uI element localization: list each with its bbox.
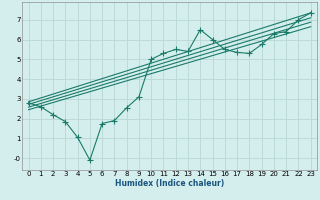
X-axis label: Humidex (Indice chaleur): Humidex (Indice chaleur) (115, 179, 224, 188)
